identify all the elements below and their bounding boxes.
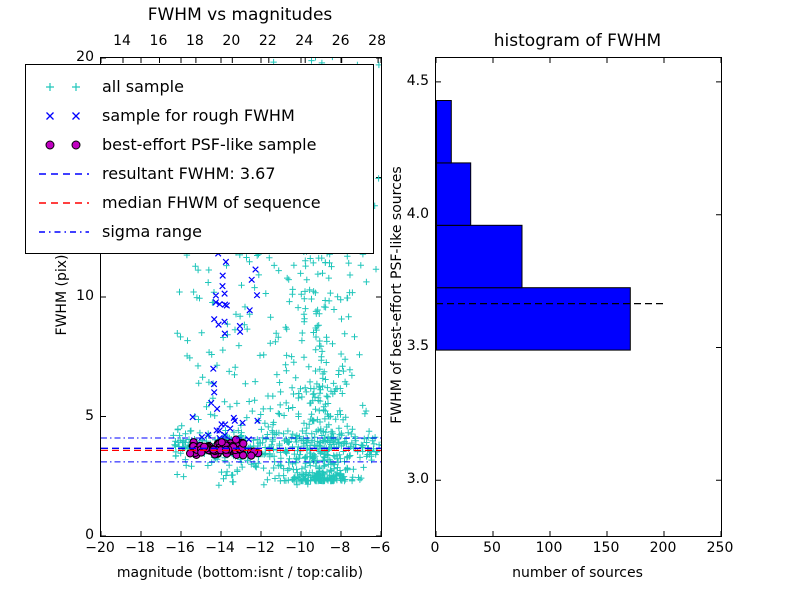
right-ytick-label: 4.0	[406, 205, 429, 222]
legend-item: all sample	[36, 72, 363, 101]
legend-item: resultant FWHM: 3.67	[36, 159, 363, 188]
left-plot-canvas	[101, 58, 381, 536]
left-xtick-label: −18	[125, 540, 155, 556]
legend-item: sample for rough FWHM	[36, 101, 363, 130]
histogram-bar	[436, 100, 452, 164]
left-xtick-label: −10	[285, 540, 315, 556]
left-xtick-label: −16	[165, 540, 195, 556]
right-xtick-label: 0	[430, 540, 440, 556]
left-plot-title: FWHM vs magnitudes	[147, 5, 333, 25]
left-ytick-label: 5	[85, 407, 94, 424]
left-plot-xlabel: magnitude (bottom:isnt / top:calib)	[116, 565, 364, 581]
psf-sample-point	[231, 435, 241, 444]
top-xtick-label: 22	[258, 33, 277, 49]
right-xtick-label: 50	[483, 540, 501, 556]
right-ytick-label: 3.0	[406, 471, 429, 488]
right-plot-xlabel: number of sources	[512, 565, 643, 581]
right-axes	[435, 57, 722, 537]
right-xtick-label: 100	[535, 540, 563, 556]
top-xtick-label: 14	[113, 33, 131, 49]
histogram-bar	[436, 287, 631, 351]
left-xtick-label: −8	[329, 540, 351, 556]
legend-marker-dashdot	[39, 230, 89, 233]
top-xtick-label: 24	[295, 33, 314, 49]
right-ytick-label: 4.5	[406, 72, 429, 89]
top-xtick-label: 26	[331, 33, 350, 49]
right-ytick-label: 3.5	[406, 338, 429, 355]
legend-label: sample for rough FWHM	[102, 106, 295, 125]
psf-sample-point	[200, 442, 209, 451]
right-plot-ylabel: FWHM of best-effort PSF-like sources	[389, 166, 405, 424]
top-xtick-label: 18	[185, 33, 204, 49]
left-xtick-label: −6	[369, 540, 391, 556]
psf-sample-point	[217, 438, 226, 447]
right-axes-ticks	[436, 58, 721, 536]
legend-marker-dashed	[39, 201, 89, 204]
histogram-bar	[436, 224, 523, 289]
histogram-bar	[436, 162, 472, 226]
right-plot-title: histogram of FWHM	[493, 31, 662, 51]
legend: all sample sample for rough FWHM best-effo…	[25, 64, 374, 254]
psf-sample-point	[209, 445, 218, 454]
legend-label: sigma range	[102, 222, 202, 241]
legend-item: median FHWM of sequence	[36, 188, 363, 217]
legend-marker-dashed	[39, 172, 89, 175]
legend-marker-cross	[46, 111, 80, 120]
legend-label: all sample	[102, 77, 184, 96]
top-xtick-label: 28	[368, 33, 386, 49]
psf-sample-point	[239, 439, 248, 448]
legend-item: sigma range	[36, 217, 363, 246]
top-xtick-label: 16	[149, 33, 168, 49]
legend-marker-circle	[45, 140, 81, 149]
legend-label: resultant FWHM: 3.67	[102, 164, 276, 183]
legend-marker-plus	[46, 82, 80, 91]
right-plot-canvas	[436, 58, 721, 536]
psf-sample-point	[247, 451, 256, 460]
left-xtick-label: −12	[245, 540, 275, 556]
top-xtick-label: 20	[222, 33, 241, 49]
right-xtick-label: 150	[592, 540, 620, 556]
right-xtick-label: 250	[706, 540, 734, 556]
left-ytick-label: 20	[76, 49, 94, 65]
legend-item: best-effort PSF-like sample	[36, 130, 363, 159]
left-xtick-label: −14	[205, 540, 235, 556]
sample-for-rough-fwhm-points	[189, 243, 261, 456]
left-ytick-label: 10	[76, 288, 94, 304]
left-ytick-label: 0	[85, 527, 94, 543]
right-xtick-label: 200	[649, 540, 677, 556]
legend-label: median FHWM of sequence	[102, 193, 321, 212]
left-xtick-label: −20	[85, 540, 115, 556]
legend-label: best-effort PSF-like sample	[102, 135, 317, 154]
